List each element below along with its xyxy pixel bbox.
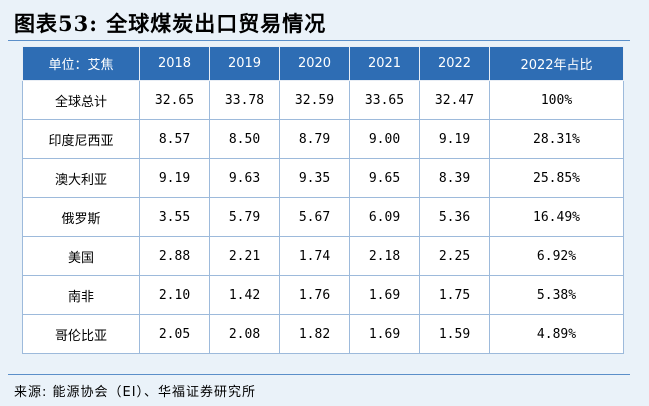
row-label: 美国: [22, 236, 140, 276]
table-cell: 2.18: [349, 236, 420, 276]
header-2019: 2019: [209, 46, 280, 81]
header-2022: 2022: [419, 46, 490, 81]
table-cell: 9.00: [349, 119, 420, 159]
table-cell: 28.31%: [489, 119, 624, 159]
table-cell: 4.89%: [489, 314, 624, 354]
table-cell: 1.59: [419, 314, 490, 354]
row-label: 哥伦比亚: [22, 314, 140, 354]
title-divider: [8, 40, 630, 41]
table-cell: 1.42: [209, 275, 280, 315]
table-cell: 16.49%: [489, 197, 624, 237]
table-cell: 6.92%: [489, 236, 624, 276]
source-note: 来源: 能源协会（EI）、华福证券研究所: [14, 385, 257, 400]
figure-title: 图表53: 全球煤炭出口贸易情况: [14, 11, 327, 36]
header-2018: 2018: [139, 46, 210, 81]
table-cell: 6.09: [349, 197, 420, 237]
table-row: 美国 2.88 2.21 1.74 2.18 2.25 6.92%: [22, 236, 624, 276]
table-cell: 2.25: [419, 236, 490, 276]
table-header-row: 单位：艾焦 2018 2019 2020 2021 2022 2022年占比: [22, 46, 624, 81]
table-cell: 5.38%: [489, 275, 624, 315]
coal-export-table: 单位：艾焦 2018 2019 2020 2021 2022 2022年占比 全…: [22, 46, 624, 354]
table-cell: 2.10: [139, 275, 210, 315]
table-cell: 1.82: [279, 314, 350, 354]
table-cell: 8.50: [209, 119, 280, 159]
header-2020: 2020: [279, 46, 350, 81]
source-divider: [8, 374, 630, 375]
table-cell: 5.79: [209, 197, 280, 237]
table-cell: 9.19: [139, 158, 210, 198]
header-share-2022: 2022年占比: [489, 46, 624, 81]
table-cell: 9.65: [349, 158, 420, 198]
row-label: 全球总计: [22, 80, 140, 120]
table-cell: 8.79: [279, 119, 350, 159]
table-cell: 2.21: [209, 236, 280, 276]
table-row: 俄罗斯 3.55 5.79 5.67 6.09 5.36 16.49%: [22, 197, 624, 237]
table-row: 印度尼西亚 8.57 8.50 8.79 9.00 9.19 28.31%: [22, 119, 624, 159]
table-cell: 33.65: [349, 80, 420, 120]
table-cell: 9.63: [209, 158, 280, 198]
table-cell: 32.65: [139, 80, 210, 120]
table-cell: 1.74: [279, 236, 350, 276]
table-cell: 33.78: [209, 80, 280, 120]
row-label: 俄罗斯: [22, 197, 140, 237]
table-cell: 3.55: [139, 197, 210, 237]
table-cell: 9.19: [419, 119, 490, 159]
header-2021: 2021: [349, 46, 420, 81]
table-cell: 32.47: [419, 80, 490, 120]
table-cell: 1.75: [419, 275, 490, 315]
table-cell: 5.36: [419, 197, 490, 237]
table-cell: 8.57: [139, 119, 210, 159]
table-cell: 2.08: [209, 314, 280, 354]
row-label: 印度尼西亚: [22, 119, 140, 159]
table-row: 南非 2.10 1.42 1.76 1.69 1.75 5.38%: [22, 275, 624, 315]
table-row: 澳大利亚 9.19 9.63 9.35 9.65 8.39 25.85%: [22, 158, 624, 198]
row-label: 南非: [22, 275, 140, 315]
table-cell: 9.35: [279, 158, 350, 198]
table-cell: 8.39: [419, 158, 490, 198]
row-label: 澳大利亚: [22, 158, 140, 198]
header-unit: 单位：艾焦: [22, 46, 140, 81]
table-cell: 2.88: [139, 236, 210, 276]
table-cell: 1.69: [349, 275, 420, 315]
table-cell: 1.69: [349, 314, 420, 354]
table-row: 全球总计 32.65 33.78 32.59 33.65 32.47 100%: [22, 80, 624, 120]
table-cell: 25.85%: [489, 158, 624, 198]
table-cell: 2.05: [139, 314, 210, 354]
table-row: 哥伦比亚 2.05 2.08 1.82 1.69 1.59 4.89%: [22, 314, 624, 354]
table-cell: 1.76: [279, 275, 350, 315]
table-cell: 32.59: [279, 80, 350, 120]
table-cell: 5.67: [279, 197, 350, 237]
table-cell: 100%: [489, 80, 624, 120]
